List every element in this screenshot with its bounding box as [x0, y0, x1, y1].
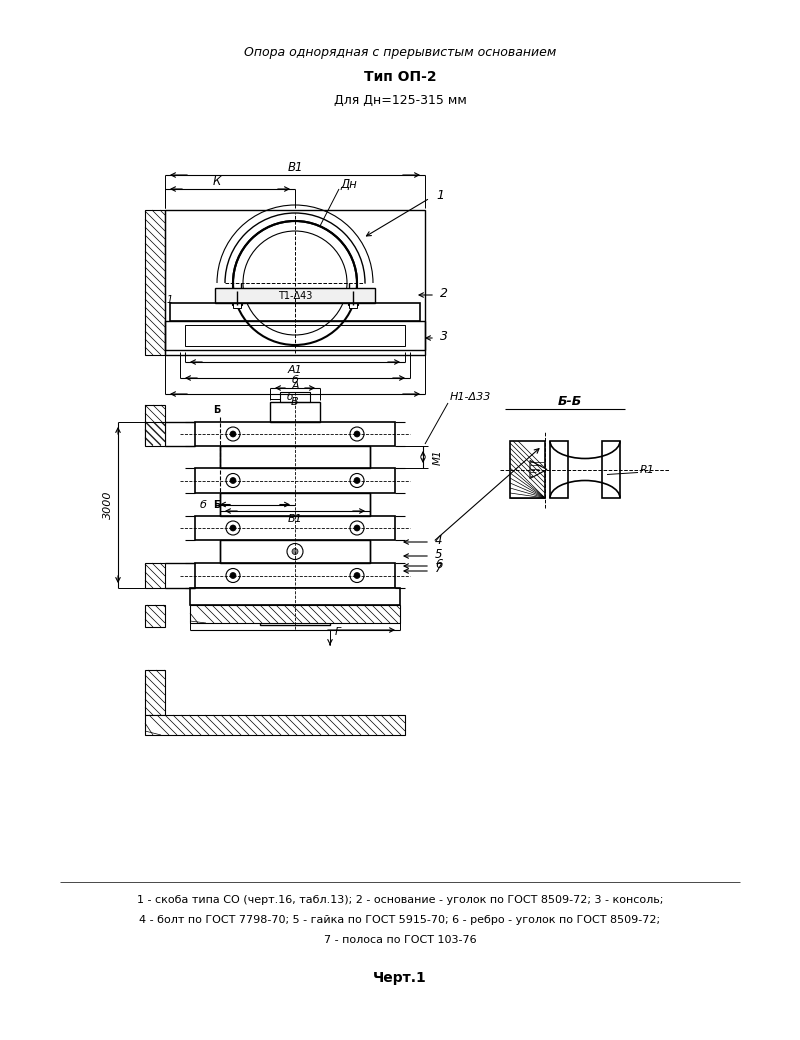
Text: б: б: [287, 392, 293, 402]
Text: 4 - болт по ГОСТ 7798-70; 5 - гайка по ГОСТ 5915-70; 6 - ребро - уголок по ГОСТ : 4 - болт по ГОСТ 7798-70; 5 - гайка по Г…: [139, 915, 661, 925]
Circle shape: [230, 431, 236, 437]
Text: 1: 1: [436, 188, 444, 202]
Bar: [260, 605, 330, 625]
Text: б: б: [291, 375, 298, 385]
Text: 1 - скоба типа СО (черт.16, табл.13); 2 - основание - уголок по ГОСТ 8509-72; 3 : 1 - скоба типа СО (черт.16, табл.13); 2 …: [137, 895, 663, 905]
Text: Б: Б: [214, 500, 221, 510]
Text: б: б: [200, 499, 207, 510]
Text: А1: А1: [288, 365, 302, 375]
Bar: [145, 210, 165, 355]
Bar: [215, 288, 375, 303]
Bar: [195, 422, 395, 446]
Circle shape: [226, 427, 240, 441]
Circle shape: [350, 521, 364, 535]
Bar: [220, 446, 370, 468]
Bar: [349, 303, 357, 308]
Bar: [270, 402, 320, 422]
Bar: [170, 303, 420, 321]
Polygon shape: [530, 461, 547, 478]
Bar: [510, 441, 545, 498]
Circle shape: [350, 473, 364, 488]
Bar: [550, 441, 568, 498]
Bar: [220, 540, 370, 563]
Text: 5: 5: [435, 547, 442, 561]
Text: 1: 1: [167, 295, 174, 305]
Circle shape: [230, 572, 236, 578]
Text: Для Дн=125-315 мм: Для Дн=125-315 мм: [334, 94, 466, 106]
Bar: [220, 493, 370, 516]
Text: В: В: [291, 397, 299, 407]
Text: В1: В1: [288, 514, 302, 524]
Text: Тип ОП-2: Тип ОП-2: [364, 70, 436, 84]
Bar: [165, 321, 425, 350]
Text: Опора однорядная с прерывистым основанием: Опора однорядная с прерывистым основание…: [244, 46, 556, 58]
Bar: [232, 291, 242, 305]
Text: Т1-Δ43: Т1-Δ43: [278, 290, 312, 301]
Text: А: А: [291, 381, 299, 391]
Bar: [165, 210, 425, 355]
Text: 4: 4: [435, 534, 442, 546]
Text: F: F: [335, 627, 342, 636]
Circle shape: [354, 431, 360, 437]
Text: М1: М1: [433, 449, 443, 465]
Circle shape: [287, 544, 303, 560]
Bar: [233, 303, 241, 308]
Bar: [145, 670, 165, 716]
Circle shape: [350, 427, 364, 441]
Circle shape: [354, 572, 360, 578]
Text: 7 - полоса по ГОСТ 103-76: 7 - полоса по ГОСТ 103-76: [324, 935, 476, 945]
Text: Дн: Дн: [340, 178, 357, 190]
Bar: [348, 291, 358, 305]
Circle shape: [230, 477, 236, 484]
Bar: [145, 716, 405, 735]
Bar: [145, 605, 165, 627]
Bar: [190, 588, 400, 605]
Text: 3000: 3000: [103, 491, 113, 519]
Text: К: К: [213, 175, 221, 187]
Bar: [195, 468, 395, 493]
Text: 3: 3: [440, 330, 448, 342]
Bar: [190, 605, 400, 623]
Text: R1: R1: [640, 465, 655, 474]
Bar: [145, 563, 165, 588]
Text: Б-Б: Б-Б: [558, 394, 582, 408]
Text: Н1-Δ33: Н1-Δ33: [450, 392, 491, 402]
Circle shape: [226, 473, 240, 488]
Bar: [280, 392, 310, 402]
Circle shape: [230, 525, 236, 531]
Text: 6: 6: [435, 557, 442, 571]
Text: Черт.1: Черт.1: [373, 971, 427, 985]
Text: Б: Б: [214, 405, 221, 415]
Circle shape: [350, 569, 364, 582]
Bar: [185, 326, 405, 346]
Circle shape: [226, 569, 240, 582]
Circle shape: [354, 525, 360, 531]
Bar: [195, 563, 395, 588]
Text: 7: 7: [435, 563, 442, 575]
Circle shape: [354, 477, 360, 484]
Bar: [145, 422, 165, 446]
Bar: [195, 516, 395, 540]
Text: 2: 2: [440, 286, 448, 300]
Bar: [602, 441, 620, 498]
Bar: [145, 405, 165, 445]
Circle shape: [292, 548, 298, 554]
Circle shape: [226, 521, 240, 535]
Text: В1: В1: [287, 160, 302, 174]
